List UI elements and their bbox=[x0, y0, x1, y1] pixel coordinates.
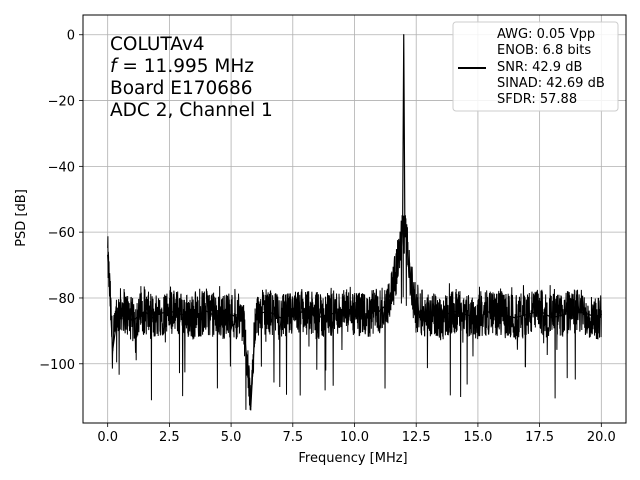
psd-point bbox=[408, 264, 410, 266]
x-tick-label: 20.0 bbox=[587, 430, 616, 445]
psd-point bbox=[403, 34, 405, 36]
psd-point bbox=[205, 310, 208, 312]
psd-point bbox=[452, 310, 454, 312]
legend-text-sfdr: SFDR: 57.88 bbox=[497, 92, 577, 107]
y-tick-label: −20 bbox=[48, 95, 75, 110]
psd-point bbox=[489, 310, 491, 312]
psd-point bbox=[112, 350, 114, 352]
psd-point bbox=[539, 310, 541, 312]
x-tick-label: 2.5 bbox=[159, 430, 180, 445]
psd-point bbox=[131, 320, 133, 322]
psd-point bbox=[600, 313, 602, 316]
legend: AWG: 0.05 Vpp ENOB: 6.8 bits SNR: 42.9 d… bbox=[452, 21, 619, 112]
psd-point bbox=[404, 224, 406, 227]
psd-point bbox=[378, 310, 380, 312]
psd-point bbox=[410, 284, 412, 286]
legend-text-enob: ENOB: 6.8 bits bbox=[497, 43, 591, 58]
x-tick-label: 12.5 bbox=[402, 430, 431, 445]
psd-point bbox=[464, 313, 467, 316]
psd-point bbox=[304, 310, 306, 312]
psd-point bbox=[440, 317, 442, 319]
psd-point bbox=[151, 317, 153, 319]
psd-point bbox=[427, 313, 430, 316]
psd-noise-floor bbox=[107, 215, 602, 411]
psd-point bbox=[144, 310, 146, 312]
y-tick-label: −80 bbox=[48, 292, 75, 307]
y-axis-label: PSD [dB] bbox=[14, 189, 29, 247]
annotation-frequency-value: = 11.995 MHz bbox=[117, 56, 254, 77]
psd-point bbox=[526, 313, 528, 316]
psd-point bbox=[353, 313, 356, 316]
y-tick-label: −100 bbox=[39, 358, 75, 373]
x-axis-ticks: 0.0 2.5 5.0 7.5 10.0 12.5 15.0 17.5 20.0 bbox=[97, 423, 616, 445]
psd-point bbox=[477, 317, 479, 319]
psd-point bbox=[156, 313, 158, 316]
psd-point bbox=[242, 320, 245, 322]
psd-point bbox=[193, 317, 195, 319]
psd-point bbox=[398, 251, 400, 253]
psd-point bbox=[415, 310, 417, 312]
annotation-block: COLUTAv4 f = 11.995 MHz Board E170686 AD… bbox=[110, 34, 273, 121]
psd-point bbox=[230, 313, 232, 316]
psd-point bbox=[385, 303, 388, 306]
psd-point bbox=[400, 238, 402, 240]
annotation-frequency: f = 11.995 MHz bbox=[110, 56, 254, 77]
psd-point bbox=[267, 310, 269, 312]
psd-point bbox=[116, 313, 119, 316]
x-tick-label: 7.5 bbox=[282, 430, 303, 445]
annotation-chip-name: COLUTAv4 bbox=[110, 34, 205, 55]
psd-point bbox=[181, 313, 183, 316]
psd-point bbox=[514, 317, 516, 319]
psd-point bbox=[595, 317, 597, 319]
legend-box bbox=[452, 21, 619, 112]
psd-point bbox=[121, 307, 124, 309]
psd-point bbox=[405, 238, 407, 240]
psd-point bbox=[316, 317, 319, 319]
psd-point bbox=[329, 313, 331, 316]
x-tick-label: 10.0 bbox=[340, 430, 369, 445]
noise-trace bbox=[107, 215, 602, 411]
annotation-adc-channel: ADC 2, Channel 1 bbox=[110, 100, 273, 121]
psd-point bbox=[395, 271, 398, 273]
psd-point bbox=[279, 317, 282, 319]
psd-point bbox=[373, 310, 375, 312]
x-axis-label: Frequency [MHz] bbox=[298, 451, 407, 466]
psd-point bbox=[341, 310, 343, 312]
y-tick-label: 0 bbox=[67, 29, 75, 44]
x-tick-label: 15.0 bbox=[463, 430, 492, 445]
psd-point bbox=[390, 290, 393, 292]
annotation-frequency-symbol: f bbox=[110, 56, 119, 77]
legend-text-sinad: SINAD: 42.69 dB bbox=[497, 76, 605, 91]
x-tick-label: 17.5 bbox=[525, 430, 554, 445]
psd-point bbox=[168, 310, 170, 312]
psd-point bbox=[109, 297, 111, 299]
psd-point bbox=[250, 405, 252, 408]
psd-point bbox=[588, 313, 590, 316]
annotation-board: Board E170686 bbox=[110, 78, 253, 99]
psd-point bbox=[292, 313, 294, 316]
psd-point bbox=[402, 224, 404, 227]
y-tick-label: −60 bbox=[48, 226, 75, 241]
psd-point bbox=[218, 317, 220, 319]
psd-series bbox=[107, 34, 602, 408]
psd-point bbox=[107, 254, 109, 256]
x-tick-label: 0.0 bbox=[97, 430, 118, 445]
psd-point bbox=[551, 317, 553, 319]
psd-point bbox=[255, 313, 257, 316]
psd-point bbox=[563, 313, 565, 316]
y-tick-label: −40 bbox=[48, 160, 75, 175]
psd-point bbox=[501, 313, 504, 316]
psd-point bbox=[366, 317, 368, 319]
legend-text-snr: SNR: 42.9 dB bbox=[497, 60, 582, 75]
legend-text-awg: AWG: 0.05 Vpp bbox=[497, 27, 595, 42]
y-axis-ticks: 0 −20 −40 −60 −80 −100 bbox=[39, 29, 83, 373]
psd-point bbox=[576, 310, 578, 312]
x-tick-label: 5.0 bbox=[221, 430, 242, 445]
